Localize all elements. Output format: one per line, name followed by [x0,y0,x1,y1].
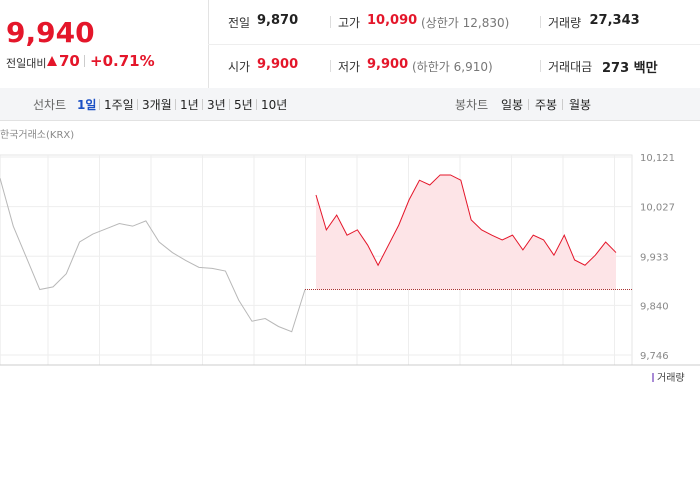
info-value: 9,900 [257,57,299,72]
info-label: 전일 [228,16,251,30]
divider [330,16,331,28]
candle-tab[interactable]: 월봉 [569,98,592,112]
change-pct: +0.71% [90,52,155,70]
area [316,174,616,290]
change-label: 전일대비 [6,57,47,70]
divider [84,55,85,67]
period-tab[interactable]: 1주일 [104,98,134,112]
tab-label: 선차트 [33,98,67,112]
tab-label: 봉차트 [455,98,489,112]
divider [540,60,541,72]
price-line [315,174,617,267]
divider [256,99,257,110]
divider [175,99,176,110]
y-tick-label: 9,840 [640,301,669,312]
info-value: 9,870 [257,13,299,28]
legend-label: 거래량 [657,372,685,384]
period-tab[interactable]: 5년 [234,98,253,112]
info-value: 27,343 [589,13,640,28]
up-arrow [47,56,57,66]
info-value: 273 백만 [602,61,658,76]
info-value: 10,090 [367,13,418,28]
info-label: 거래대금 [548,60,593,74]
divider [137,99,138,110]
price: 9,940 [6,16,95,49]
divider [330,60,331,72]
chart: 한국거래소(KRX) 9,746 9,840 9,933 10,027 10,121 거래… [0,129,700,384]
source: 한국거래소(KRX) [0,129,74,141]
y-tick-label: 9,746 [640,351,669,362]
info-note: (하한가 6,910) [412,60,493,74]
price-line [0,177,306,333]
period-tab[interactable]: 10년 [261,98,288,112]
y-tick-label: 9,933 [640,252,669,263]
candle-tab[interactable]: 주봉 [535,98,558,112]
divider [562,99,563,110]
info-label: 고가 [338,16,361,30]
info-label: 시가 [228,60,251,74]
period-tab[interactable]: 1년 [180,98,199,112]
divider [528,99,529,110]
divider [202,99,203,110]
divider [208,44,700,45]
divider [540,16,541,28]
info-label: 거래량 [548,16,582,30]
legend-swatch [652,373,654,382]
candle-tab[interactable]: 일봉 [501,98,524,112]
period-tab[interactable]: 1일 [77,98,97,112]
period-tab[interactable]: 3개월 [142,98,172,112]
period-tab[interactable]: 3년 [207,98,226,112]
y-tick-label: 10,121 [640,153,675,164]
tab-bar [0,88,700,121]
info-label: 저가 [338,60,361,74]
info-note: (상한가 12,830) [421,16,510,30]
info-value: 9,900 [367,57,409,72]
divider [99,99,100,110]
change: 70 [59,52,80,70]
y-tick-label: 10,027 [640,203,675,214]
divider [229,99,230,110]
